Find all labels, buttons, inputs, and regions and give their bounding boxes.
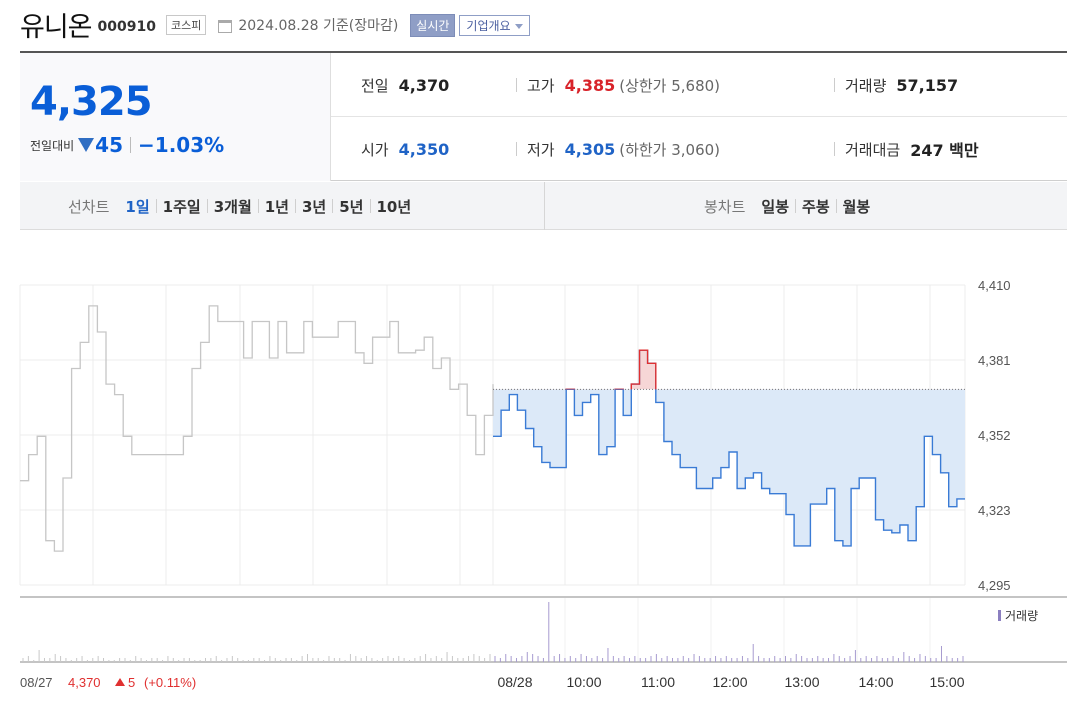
change-line: 전일대비 45 −1.03% <box>30 133 224 157</box>
divider <box>544 182 545 230</box>
tab-period[interactable]: 1일 <box>125 197 150 216</box>
tab-period[interactable]: 1주일 <box>162 197 201 216</box>
divider <box>516 78 517 92</box>
lower-limit: (하한가 3,060) <box>619 140 721 159</box>
quote-row-2: 시가 4,350 저가 4,305 (하한가 3,060) 거래대금 247 백… <box>331 117 1067 181</box>
realtime-button[interactable]: 실시간 <box>410 13 456 37</box>
quote-panel: 4,325 전일대비 45 −1.03% 전일 4,370 고가 4,385 (… <box>20 51 1067 181</box>
candle-chart-title: 봉차트 <box>704 197 746 216</box>
y-tick-label: 4,352 <box>978 428 1011 443</box>
stock-header: 유니온 000910 코스피 2024.08.28 기준(장마감) 실시간 기업… <box>20 6 530 43</box>
divider <box>257 199 259 213</box>
change-amount: 45 <box>95 133 124 157</box>
divider <box>332 199 334 213</box>
x-tick-label: 13:00 <box>784 674 819 690</box>
line-chart-title: 선차트 <box>68 197 110 216</box>
prev-close-value: 4,370 <box>398 75 450 95</box>
x-tick-label: 12:00 <box>712 674 747 690</box>
x-tick-label: 15:00 <box>929 674 964 690</box>
divider <box>834 78 835 92</box>
down-triangle-icon <box>78 138 95 152</box>
prev-day-price: 4,370 <box>68 675 101 690</box>
prev-day-change-pct: (+0.11%) <box>144 675 196 690</box>
quote-row-1: 전일 4,370 고가 4,385 (상한가 5,680) 거래량 57,157 <box>331 53 1067 117</box>
change-percent: −1.03% <box>138 133 225 157</box>
divider <box>795 199 797 213</box>
amount-label: 거래대금 <box>845 140 901 159</box>
y-tick-label: 4,295 <box>978 578 1011 593</box>
tab-period[interactable]: 5년 <box>339 197 364 216</box>
low-label: 저가 <box>527 140 555 159</box>
open-value: 4,350 <box>398 139 450 159</box>
divider <box>834 142 835 156</box>
prev-day-date: 08/27 <box>20 675 53 690</box>
x-tick-label: 11:00 <box>641 674 675 690</box>
divider <box>516 142 517 156</box>
open-cell: 시가 4,350 <box>361 117 449 181</box>
high-cell: 고가 4,385 (상한가 5,680) <box>516 53 720 117</box>
prev-day-change: 5 <box>128 675 135 690</box>
high-label: 고가 <box>527 76 555 95</box>
current-price: 4,325 <box>30 79 153 125</box>
x-tick-label: 10:00 <box>566 674 601 690</box>
current-price-box: 4,325 전일대비 45 −1.03% <box>20 53 331 181</box>
volume-value: 57,157 <box>896 75 959 95</box>
prev-close-cell: 전일 4,370 <box>361 53 449 117</box>
quote-date: 2024.08.28 기준(장마감) <box>238 18 399 34</box>
prev-close-label: 전일 <box>361 76 389 95</box>
amount-value: 247 백만 <box>910 141 979 160</box>
divider <box>835 199 837 213</box>
tab-period[interactable]: 10년 <box>376 197 412 216</box>
volume-cell: 거래량 57,157 <box>834 53 958 117</box>
high-value: 4,385 <box>564 75 616 95</box>
tab-period[interactable]: 3개월 <box>213 197 252 216</box>
chart-tab-bar: 선차트 1일 1주일 3개월 1년 3년 5년 10년 봉차트 일봉 주봉 월봉 <box>20 182 1067 230</box>
legend-swatch <box>998 610 1001 621</box>
company-overview-dropdown[interactable]: 기업개요 <box>459 14 530 36</box>
low-cell: 저가 4,305 (하한가 3,060) <box>516 117 720 181</box>
price-chart: 4,410 4,381 4,352 4,323 4,295 08/28 10:00 11:00… <box>19 278 1067 690</box>
tab-candle[interactable]: 월봉 <box>842 197 871 216</box>
divider <box>130 137 132 153</box>
y-tick-label: 4,410 <box>978 278 1011 293</box>
change-label: 전일대비 <box>30 138 75 153</box>
low-value: 4,305 <box>564 139 616 159</box>
candle-chart-tabs: 봉차트 일봉 주봉 월봉 <box>704 182 876 230</box>
chevron-down-icon <box>514 23 523 29</box>
today-area <box>493 350 965 546</box>
up-triangle-icon <box>115 678 125 686</box>
tab-period[interactable]: 3년 <box>302 197 327 216</box>
x-tick-label: 08/28 <box>497 674 532 690</box>
legend-label: 거래량 <box>1005 609 1038 623</box>
volume-label: 거래량 <box>845 76 887 95</box>
divider <box>206 199 208 213</box>
divider <box>369 199 371 213</box>
calendar-icon <box>218 19 233 33</box>
open-label: 시가 <box>361 140 389 159</box>
tab-period[interactable]: 1년 <box>264 197 289 216</box>
tab-candle[interactable]: 주봉 <box>802 197 830 216</box>
tab-candle[interactable]: 일봉 <box>761 197 790 216</box>
stock-code: 000910 <box>97 19 156 35</box>
market-badge: 코스피 <box>165 15 207 35</box>
y-tick-label: 4,381 <box>978 353 1011 368</box>
line-chart-tabs: 선차트 1일 1주일 3개월 1년 3년 5년 10년 <box>68 182 417 230</box>
company-overview-label: 기업개요 <box>466 18 511 33</box>
x-tick-label: 14:00 <box>858 674 893 690</box>
divider <box>155 199 157 213</box>
stock-name: 유니온 <box>20 11 93 43</box>
upper-limit: (상한가 5,680) <box>619 76 721 95</box>
today-line-up <box>565 349 657 390</box>
prev-day-line <box>20 305 494 552</box>
divider <box>295 199 296 213</box>
amount-cell: 거래대금 247 백만 <box>834 117 979 181</box>
y-tick-label: 4,323 <box>978 503 1011 518</box>
